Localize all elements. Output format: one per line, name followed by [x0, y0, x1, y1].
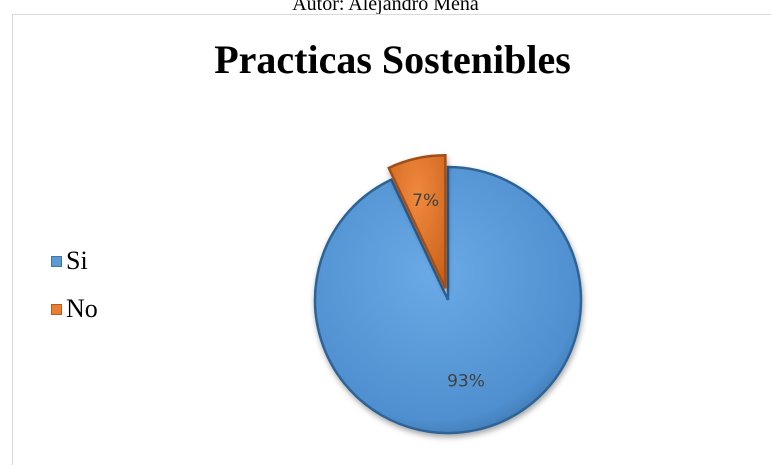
data-label-si: 93%: [447, 371, 485, 391]
legend-label-no: No: [66, 294, 98, 323]
legend-swatch-si: [51, 255, 62, 267]
legend-item-si: Si: [51, 237, 98, 285]
pie-slice-si: [313, 165, 583, 435]
legend-swatch-no: [51, 303, 62, 315]
pie-slice-no: [387, 154, 447, 289]
figure-caption: Autor: Alejandro Mena: [292, 0, 479, 15]
chart-title: Practicas Sostenibles: [214, 37, 571, 82]
legend-item-no: No: [51, 285, 98, 333]
chart-legend: Si No: [51, 237, 98, 333]
chart-area: Practicas Sostenibles Si No: [12, 14, 771, 465]
data-label-no: 7%: [412, 191, 439, 211]
legend-label-si: Si: [66, 246, 88, 275]
pie-chart: 93% 7%: [313, 154, 583, 435]
